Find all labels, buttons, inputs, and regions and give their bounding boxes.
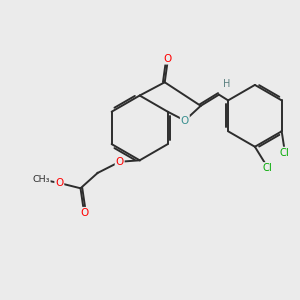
Text: CH₃: CH₃ — [32, 175, 50, 184]
Text: O: O — [164, 54, 172, 64]
Text: Cl: Cl — [263, 163, 273, 173]
Text: Cl: Cl — [280, 148, 290, 158]
Text: methyl: methyl — [30, 177, 35, 178]
Text: O: O — [55, 178, 63, 188]
Text: O: O — [181, 116, 189, 126]
Text: H: H — [223, 79, 230, 89]
Text: O: O — [80, 208, 88, 218]
Text: methyl: methyl — [33, 177, 38, 178]
Text: O: O — [116, 157, 124, 167]
